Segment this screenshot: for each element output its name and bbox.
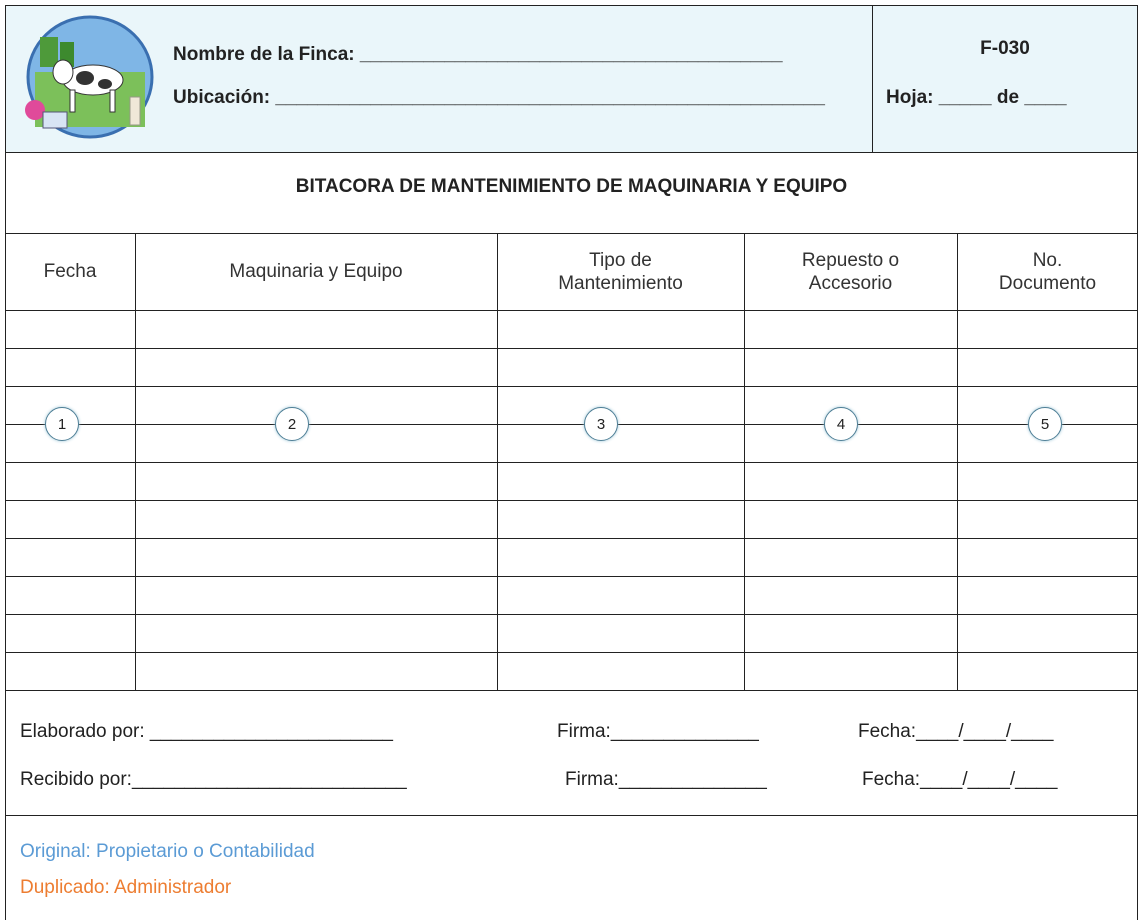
column-marker: 5	[1028, 407, 1062, 441]
row-line	[5, 500, 1138, 501]
original-copy: Original: Propietario o Contabilidad	[20, 841, 315, 862]
column-marker: 3	[584, 407, 618, 441]
row-line	[5, 538, 1138, 539]
page-number: Hoja: _____ de ____	[886, 87, 1067, 108]
row-line	[5, 462, 1138, 463]
received-by: Recibido por:__________________________	[20, 769, 407, 790]
form-code: F-030	[980, 38, 1030, 59]
location: Ubicación: _____________________________…	[173, 87, 825, 108]
farm-name: Nombre de la Finca: ____________________…	[173, 44, 783, 65]
row-line	[5, 310, 1138, 311]
row-line	[5, 424, 1138, 425]
column-line	[135, 233, 136, 690]
column-header: Maquinaria y Equipo	[229, 261, 403, 282]
logo	[25, 15, 154, 139]
received-signature: Firma:______________	[565, 769, 767, 790]
row-line	[5, 348, 1138, 349]
column-header: No. Documento	[998, 249, 1097, 294]
column-header: Tipo de Mantenimiento	[558, 249, 683, 294]
column-line	[497, 233, 498, 690]
row-line	[5, 652, 1138, 653]
row-line	[5, 614, 1138, 615]
column-header: Repuesto o Accesorio	[801, 249, 900, 294]
row-line	[5, 233, 1138, 234]
footer-divider	[5, 815, 1138, 816]
received-date: Fecha:____/____/____	[862, 769, 1058, 790]
column-marker: 2	[275, 407, 309, 441]
prepared-signature: Firma:______________	[557, 721, 759, 742]
header-divider	[872, 5, 873, 153]
row-line	[5, 576, 1138, 577]
column-header: Fecha	[43, 261, 97, 282]
right-border	[1137, 153, 1138, 920]
column-marker: 4	[824, 407, 858, 441]
column-line	[957, 233, 958, 690]
prepared-date: Fecha:____/____/____	[858, 721, 1054, 742]
left-border	[5, 153, 6, 920]
duplicate-copy: Duplicado: Administrador	[20, 877, 232, 898]
column-line	[744, 233, 745, 690]
row-line	[5, 386, 1138, 387]
row-line	[5, 690, 1138, 691]
header-box	[5, 5, 1138, 153]
column-marker: 1	[45, 407, 79, 441]
form-title: BITACORA DE MANTENIMIENTO DE MAQUINARIA …	[295, 176, 848, 197]
prepared-by: Elaborado por: _______________________	[20, 721, 393, 742]
